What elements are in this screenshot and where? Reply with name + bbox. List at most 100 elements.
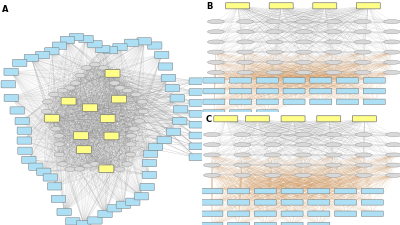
FancyBboxPatch shape <box>226 4 250 10</box>
Text: C: C <box>206 115 212 124</box>
FancyBboxPatch shape <box>281 200 303 205</box>
Ellipse shape <box>204 153 220 157</box>
FancyBboxPatch shape <box>98 210 112 218</box>
Ellipse shape <box>122 162 132 166</box>
FancyBboxPatch shape <box>317 116 341 122</box>
FancyBboxPatch shape <box>308 200 330 205</box>
FancyBboxPatch shape <box>82 104 98 112</box>
Ellipse shape <box>114 86 125 91</box>
FancyBboxPatch shape <box>76 220 91 225</box>
Ellipse shape <box>237 61 254 65</box>
FancyBboxPatch shape <box>189 89 203 96</box>
FancyBboxPatch shape <box>214 116 238 122</box>
FancyBboxPatch shape <box>103 47 118 55</box>
FancyBboxPatch shape <box>61 98 76 106</box>
Ellipse shape <box>50 127 61 131</box>
FancyBboxPatch shape <box>203 78 225 84</box>
FancyBboxPatch shape <box>189 133 203 139</box>
FancyBboxPatch shape <box>76 146 91 154</box>
FancyBboxPatch shape <box>334 189 356 194</box>
Ellipse shape <box>126 142 136 147</box>
Ellipse shape <box>296 61 312 65</box>
FancyBboxPatch shape <box>334 200 356 205</box>
FancyBboxPatch shape <box>254 189 276 194</box>
Ellipse shape <box>83 164 93 168</box>
Ellipse shape <box>325 20 342 25</box>
FancyBboxPatch shape <box>361 200 383 205</box>
Ellipse shape <box>354 31 371 35</box>
FancyBboxPatch shape <box>4 95 18 102</box>
Ellipse shape <box>296 71 312 75</box>
Ellipse shape <box>237 20 254 25</box>
Ellipse shape <box>137 100 148 105</box>
FancyBboxPatch shape <box>69 34 84 42</box>
FancyBboxPatch shape <box>256 78 278 84</box>
FancyBboxPatch shape <box>201 189 223 194</box>
Ellipse shape <box>208 51 224 55</box>
FancyBboxPatch shape <box>313 4 337 10</box>
Ellipse shape <box>208 31 224 35</box>
Ellipse shape <box>384 51 400 55</box>
FancyBboxPatch shape <box>228 200 250 205</box>
Ellipse shape <box>354 20 371 25</box>
Ellipse shape <box>105 167 116 171</box>
FancyBboxPatch shape <box>254 211 276 216</box>
Ellipse shape <box>325 41 342 45</box>
Ellipse shape <box>325 71 342 75</box>
FancyBboxPatch shape <box>254 222 276 225</box>
FancyBboxPatch shape <box>308 222 330 225</box>
Ellipse shape <box>355 133 372 137</box>
Ellipse shape <box>354 51 371 55</box>
FancyBboxPatch shape <box>308 211 330 216</box>
FancyBboxPatch shape <box>104 133 119 140</box>
Ellipse shape <box>104 74 115 78</box>
FancyBboxPatch shape <box>189 122 203 128</box>
FancyBboxPatch shape <box>256 110 278 116</box>
Ellipse shape <box>234 143 251 147</box>
FancyBboxPatch shape <box>361 211 383 216</box>
FancyBboxPatch shape <box>334 211 356 216</box>
Ellipse shape <box>325 51 342 55</box>
Ellipse shape <box>208 61 224 65</box>
FancyBboxPatch shape <box>254 200 276 205</box>
FancyBboxPatch shape <box>203 100 225 105</box>
FancyBboxPatch shape <box>281 116 305 122</box>
Ellipse shape <box>58 162 68 166</box>
FancyBboxPatch shape <box>66 218 80 225</box>
Ellipse shape <box>264 163 281 167</box>
Ellipse shape <box>266 61 283 65</box>
Ellipse shape <box>237 41 254 45</box>
FancyBboxPatch shape <box>124 40 139 47</box>
Ellipse shape <box>234 153 251 157</box>
Ellipse shape <box>266 31 283 35</box>
FancyBboxPatch shape <box>157 137 171 144</box>
FancyBboxPatch shape <box>281 222 303 225</box>
Ellipse shape <box>90 162 100 166</box>
FancyBboxPatch shape <box>154 52 169 59</box>
Ellipse shape <box>208 20 224 25</box>
Ellipse shape <box>325 143 342 147</box>
FancyBboxPatch shape <box>356 4 380 10</box>
FancyBboxPatch shape <box>336 100 358 105</box>
Ellipse shape <box>126 134 136 138</box>
Ellipse shape <box>266 41 283 45</box>
FancyBboxPatch shape <box>107 205 121 212</box>
Ellipse shape <box>234 133 251 137</box>
FancyBboxPatch shape <box>363 89 385 94</box>
Ellipse shape <box>294 153 311 157</box>
Ellipse shape <box>234 163 251 167</box>
FancyBboxPatch shape <box>60 37 75 44</box>
FancyBboxPatch shape <box>44 115 60 123</box>
Ellipse shape <box>355 143 372 147</box>
Ellipse shape <box>266 20 283 25</box>
FancyBboxPatch shape <box>173 118 187 125</box>
Ellipse shape <box>325 173 342 178</box>
FancyBboxPatch shape <box>88 41 102 49</box>
Ellipse shape <box>90 63 100 68</box>
FancyBboxPatch shape <box>158 64 173 71</box>
Ellipse shape <box>129 127 139 131</box>
FancyBboxPatch shape <box>88 217 102 224</box>
FancyBboxPatch shape <box>201 200 223 205</box>
Ellipse shape <box>45 119 56 124</box>
FancyBboxPatch shape <box>134 193 148 200</box>
